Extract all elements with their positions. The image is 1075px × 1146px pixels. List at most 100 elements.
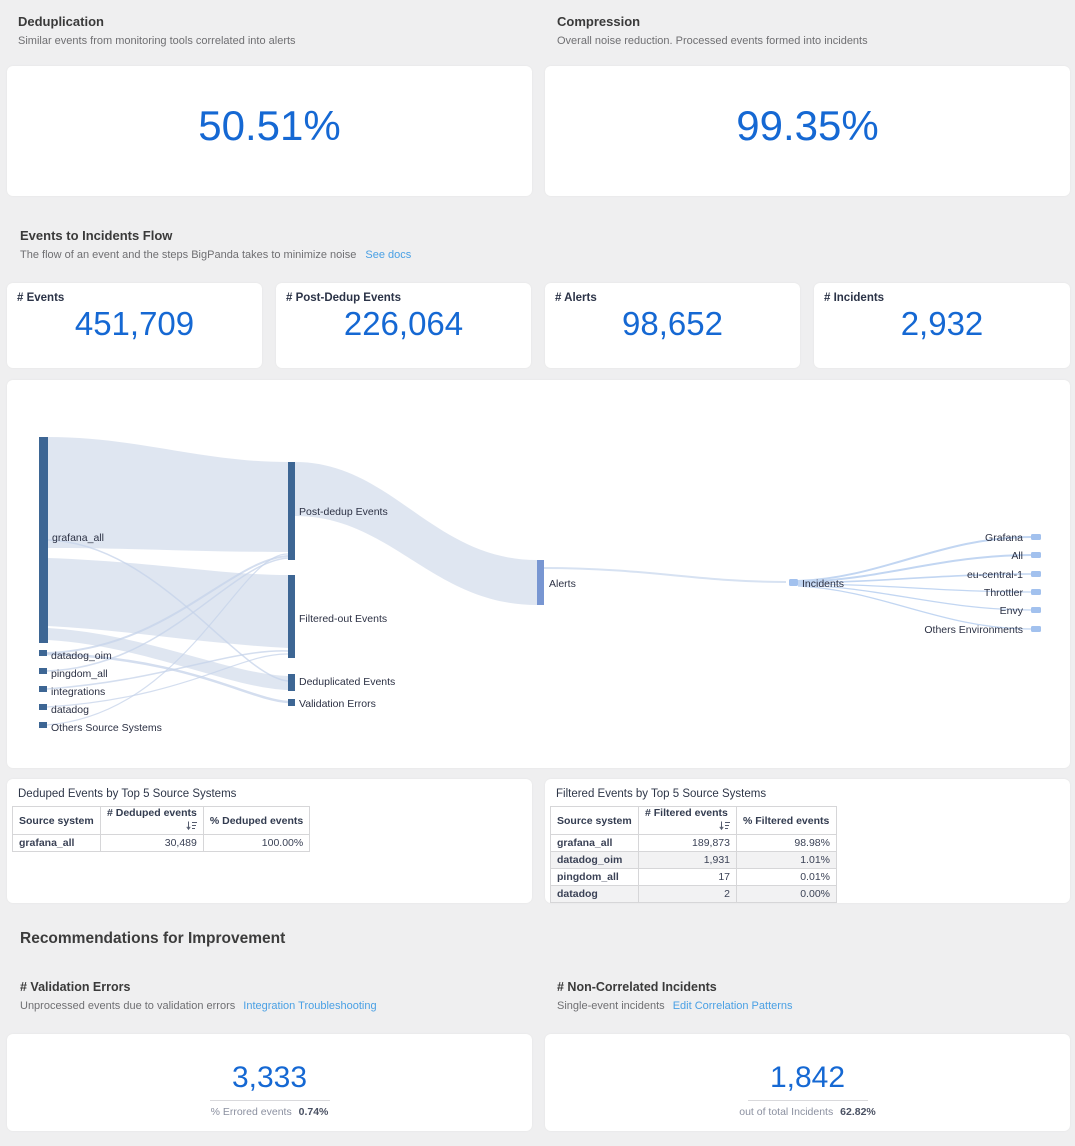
label-datadog-oim: datadog_oim (51, 650, 112, 662)
stat-value-alerts: 98,652 (622, 305, 723, 342)
deduplication-title: Deduplication (18, 14, 104, 29)
filtered-col-source-system[interactable]: Source system (550, 806, 639, 835)
deduplication-value: 50.51% (198, 102, 341, 149)
label-env-others-environments: Others Environments (924, 624, 1023, 636)
see-docs-link[interactable]: See docs (365, 249, 412, 261)
label-grafana-all: grafana_all (52, 532, 104, 544)
sankey-labels: grafana_all datadog_oim pingdom_all inte… (51, 506, 1024, 734)
deduped-table-title: Deduped Events by Top 5 Source Systems (18, 788, 237, 800)
label-env-envy: Envy (1000, 605, 1024, 617)
node-deduplicated-events (288, 674, 295, 691)
label-incidents: Incidents (802, 578, 844, 590)
node-incidents (789, 579, 798, 586)
label-filtered-out-events: Filtered-out Events (299, 613, 387, 625)
label-integrations: integrations (51, 686, 105, 698)
node-env-others-environments (1031, 626, 1041, 632)
deduped-table: Source system # Deduped events % Deduped… (12, 806, 311, 852)
non-correlated-value: 1,842 (769, 1061, 846, 1094)
node-env-eu-central-1 (1031, 571, 1041, 577)
label-alerts: Alerts (549, 578, 576, 590)
filtered-col-percent[interactable]: % Filtered events (736, 806, 837, 835)
compression-header: Compression Overall noise reduction. Pro… (557, 14, 868, 47)
sankey-stage-nodes (288, 462, 295, 706)
sankey-thin-flows (46, 539, 787, 726)
recommendations-title: Recommendations for Improvement (20, 930, 286, 947)
deduplication-header: Deduplication Similar events from monito… (18, 14, 296, 47)
total-incidents-value: 62.82% (840, 1106, 876, 1118)
compression-value: 99.35% (736, 102, 879, 149)
label-post-dedup-events: Post-dedup Events (299, 506, 388, 518)
sankey-source-nodes (39, 437, 48, 728)
filtered-col-count[interactable]: # Filtered events (638, 806, 737, 835)
divider (209, 1100, 330, 1101)
flow-section-header: Events to Incidents Flow The flow of an … (20, 228, 411, 261)
node-env-throttler (1031, 589, 1041, 595)
sort-descending-icon[interactable] (186, 821, 197, 834)
node-pingdom-all (39, 668, 47, 674)
validation-errors-header: # Validation Errors Unprocessed events d… (20, 980, 377, 1012)
node-integrations (39, 686, 47, 692)
errored-events-value: 0.74% (298, 1106, 329, 1118)
compression-subtitle: Overall noise reduction. Processed event… (557, 35, 868, 47)
filtered-table-card: Filtered Events by Top 5 Source Systems … (545, 779, 1070, 903)
table-row: datadog 2 0.00% (550, 885, 837, 903)
sort-descending-icon[interactable] (719, 821, 730, 834)
stat-card-incidents: # Incidents 2,932 (814, 283, 1070, 368)
filtered-table: Source system # Filtered events % Filter… (550, 806, 837, 903)
label-others-source-systems: Others Source Systems (51, 722, 162, 734)
stat-card-post-dedup-events: # Post-Dedup Events 226,064 (276, 283, 531, 368)
table-row: pingdom_all 17 0.01% (550, 868, 837, 886)
divider (747, 1100, 868, 1101)
node-filtered-out-events (288, 575, 295, 658)
label-env-throttler: Throttler (984, 587, 1024, 599)
validation-errors-value: 3,333 (231, 1061, 308, 1094)
compression-title: Compression (557, 14, 641, 29)
node-env-grafana (1031, 534, 1041, 540)
deduped-col-count[interactable]: # Deduped events (100, 806, 204, 835)
non-correlated-title: # Non-Correlated Incidents (557, 980, 717, 994)
node-others-source-systems (39, 722, 47, 728)
node-grafana-all (39, 437, 48, 643)
total-incidents-label: out of total Incidents (739, 1106, 834, 1118)
non-correlated-subtitle: Single-event incidents (557, 1000, 665, 1012)
node-alerts (537, 560, 544, 605)
stat-label-alerts: # Alerts (555, 292, 597, 304)
stat-card-alerts: # Alerts 98,652 (545, 283, 800, 368)
filtered-table-title: Filtered Events by Top 5 Source Systems (556, 788, 767, 800)
validation-errors-card: 3,333 % Errored events 0.74% (7, 1034, 532, 1131)
non-correlated-card: 1,842 out of total Incidents 62.82% (545, 1034, 1070, 1131)
errored-events-label: % Errored events (210, 1106, 292, 1118)
sankey-card: grafana_all datadog_oim pingdom_all inte… (7, 380, 1070, 768)
table-row: grafana_all 189,873 98.98% (550, 834, 837, 852)
stat-value-events: 451,709 (74, 305, 195, 342)
node-validation-errors (288, 699, 295, 706)
label-env-grafana: Grafana (985, 532, 1023, 544)
label-datadog: datadog (51, 704, 89, 716)
sankey-environment-nodes (1031, 534, 1041, 632)
table-row: datadog_oim 1,931 1.01% (550, 851, 837, 869)
deduped-table-card: Deduped Events by Top 5 Source Systems S… (7, 779, 532, 903)
node-datadog (39, 704, 47, 710)
validation-errors-title: # Validation Errors (20, 980, 131, 994)
integration-troubleshooting-link[interactable]: Integration Troubleshooting (243, 1000, 377, 1012)
deduplication-subtitle: Similar events from monitoring tools cor… (18, 35, 296, 47)
flow-section-subtitle: The flow of an event and the steps BigPa… (20, 249, 357, 261)
flow-section-title: Events to Incidents Flow (20, 228, 173, 243)
stat-value-post-dedup-events: 226,064 (343, 305, 464, 342)
label-validation-errors: Validation Errors (299, 698, 376, 710)
label-env-eu-central-1: eu-central-1 (967, 569, 1023, 581)
node-env-envy (1031, 607, 1041, 613)
stat-label-incidents: # Incidents (824, 292, 885, 304)
table-row: grafana_all 30,489 100.00% (12, 834, 311, 852)
edit-correlation-patterns-link[interactable]: Edit Correlation Patterns (672, 1000, 793, 1012)
sankey-incident-flows (797, 536, 1032, 630)
stat-value-incidents: 2,932 (900, 305, 984, 342)
deduplication-card: 50.51% (7, 66, 532, 196)
deduped-col-source-system[interactable]: Source system (12, 806, 101, 835)
label-deduplicated-events: Deduplicated Events (299, 676, 395, 688)
stat-card-events: # Events 451,709 (7, 283, 262, 368)
deduped-col-percent[interactable]: % Deduped events (202, 806, 311, 835)
events-flow-sankey: grafana_all datadog_oim pingdom_all inte… (39, 437, 1041, 734)
validation-errors-subtitle: Unprocessed events due to validation err… (20, 1000, 236, 1012)
